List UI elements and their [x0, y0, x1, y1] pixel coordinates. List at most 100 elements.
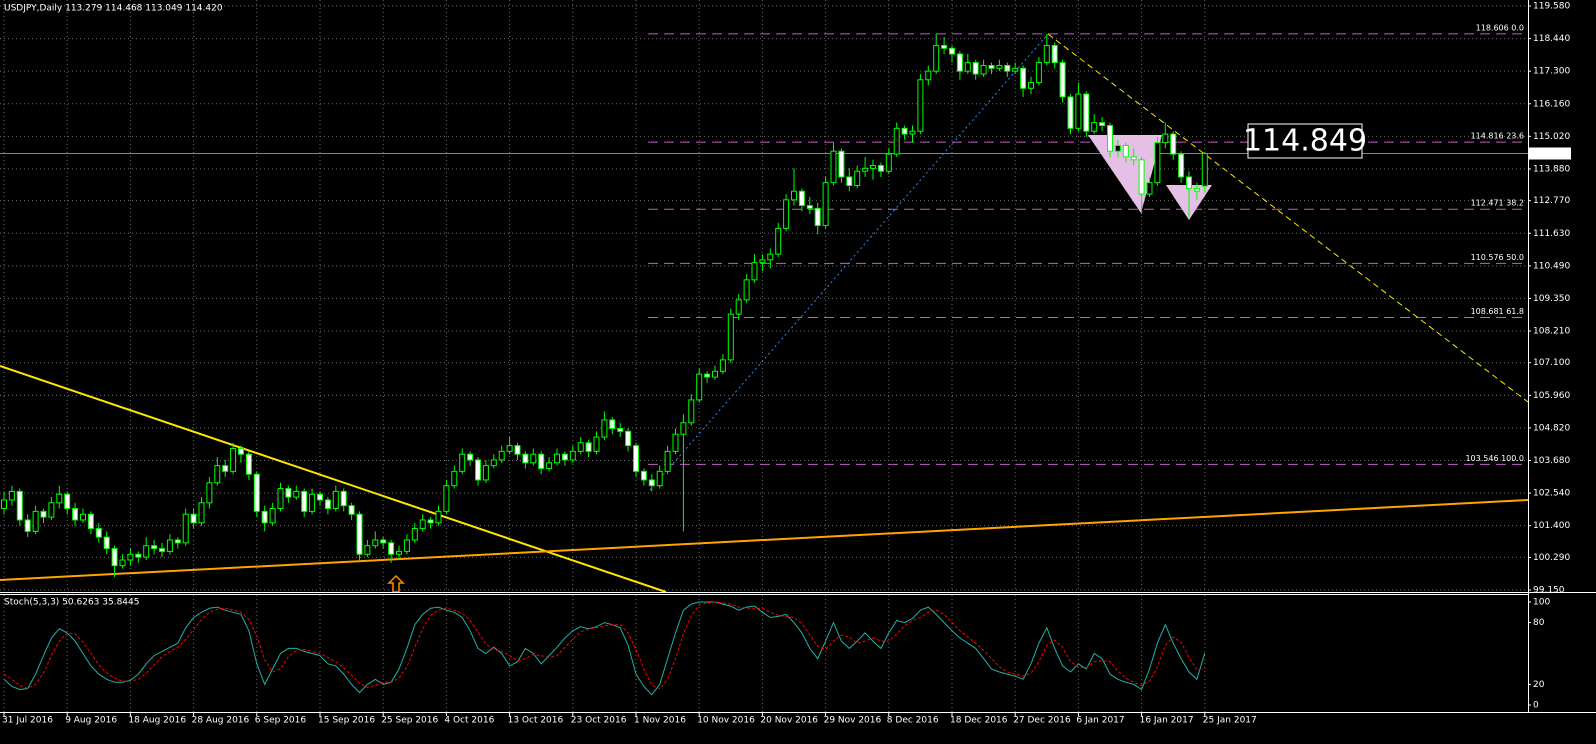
candle-body: [814, 207, 821, 227]
candle-body: [1114, 144, 1121, 152]
x-tick-label: 23 Oct 2016: [571, 716, 627, 726]
candle-body: [24, 519, 31, 532]
x-tick-label: 6 Sep 2016: [255, 716, 307, 726]
candle-body: [949, 47, 955, 55]
candle-body: [1043, 44, 1050, 64]
candle-body: [127, 553, 134, 561]
indicator-line: [3, 601, 1206, 696]
candle-body: [1162, 133, 1169, 144]
y-tick-label: 105.960: [1533, 391, 1570, 401]
candle-body: [577, 442, 584, 452]
candle-body: [569, 450, 576, 461]
candle-body: [506, 445, 513, 452]
candle-body: [348, 505, 355, 515]
y-tick-label: 103.680: [1533, 456, 1570, 466]
candle-body: [838, 150, 845, 178]
candle-body: [356, 513, 363, 555]
candle-body: [870, 165, 876, 169]
candle-body: [467, 453, 474, 461]
candle-body: [1130, 156, 1137, 161]
candle-body: [672, 433, 679, 452]
candle-body: [119, 559, 126, 567]
candle-body: [704, 373, 711, 378]
candle-body: [751, 262, 758, 281]
candle-body: [261, 510, 268, 524]
trend-line: [0, 499, 1529, 581]
y-tick-label: 113.880: [1533, 164, 1570, 174]
candle-body: [854, 170, 861, 187]
x-tick-label: 15 Sep 2016: [318, 716, 375, 726]
candle-body: [1193, 187, 1200, 192]
x-tick-label: 25 Sep 2016: [381, 716, 438, 726]
x-tick-label: 31 Jul 2016: [2, 716, 53, 726]
candle-body: [16, 490, 23, 521]
candle-body: [380, 539, 387, 544]
candle-body: [688, 399, 695, 424]
candle-body: [143, 545, 150, 558]
candle-body: [712, 370, 718, 378]
candle-body: [451, 470, 458, 487]
x-tick-label: 6 Jan 2017: [1076, 716, 1124, 726]
trend-line: [1047, 33, 1529, 403]
candle-body: [285, 488, 292, 498]
candle-body: [893, 127, 900, 155]
candle-body: [317, 493, 323, 501]
candle-body: [1020, 67, 1027, 89]
candle-body: [1099, 122, 1106, 126]
y-tick-label: 111.630: [1533, 229, 1570, 239]
candle-body: [324, 499, 331, 510]
candle-body: [411, 528, 418, 541]
y-tick-label: 102.540: [1533, 489, 1570, 499]
fibo-label: 114.816 23.6: [1471, 132, 1524, 141]
candle-body: [727, 313, 734, 361]
fibo-label: 108.681 61.8: [1471, 307, 1524, 316]
price-label: 114.849: [1243, 124, 1367, 159]
candle-body: [111, 548, 118, 567]
candle-body: [419, 519, 426, 530]
candle-body: [1059, 62, 1066, 98]
candle-body: [617, 427, 624, 432]
candle-body: [522, 453, 529, 464]
candle-body: [830, 150, 837, 184]
x-tick-label: 4 Oct 2016: [444, 716, 494, 726]
candle-body: [372, 539, 379, 547]
candle-body: [530, 453, 537, 464]
candle-body: [40, 510, 47, 518]
price-label-box: [1247, 123, 1363, 159]
candle-body: [151, 545, 158, 550]
y-tick-label: 115.020: [1533, 132, 1570, 142]
candle-body: [680, 422, 687, 435]
candle-body: [925, 70, 932, 81]
candle-body: [159, 548, 165, 552]
x-tick-label: 18 Dec 2016: [950, 716, 1008, 726]
candle-body: [791, 190, 797, 201]
candle-body: [546, 462, 553, 470]
candle-body: [435, 510, 442, 524]
candle-body: [633, 445, 639, 472]
candle-body: [554, 453, 560, 464]
candle-body: [1091, 122, 1098, 132]
candle-body: [585, 442, 592, 452]
candle-body: [443, 485, 450, 512]
x-tick-label: 16 Jan 2017: [1140, 716, 1194, 726]
candle-body: [253, 473, 260, 512]
candle-body: [609, 419, 616, 429]
x-tick-label: 28 Aug 2016: [192, 716, 250, 726]
candle-body: [103, 536, 110, 550]
candle-body: [48, 502, 55, 518]
fibo-base-line: [649, 33, 1049, 491]
candle-body: [301, 490, 308, 512]
candle-body: [427, 519, 434, 524]
candle-body: [1012, 67, 1019, 72]
candle-body: [1178, 153, 1185, 178]
candle-body: [230, 448, 237, 472]
candle-body: [956, 53, 963, 72]
candle-body: [656, 470, 663, 487]
candle-body: [1, 499, 7, 510]
fibo-label: 103.546 100.0: [1465, 454, 1524, 463]
candle-body: [1083, 93, 1090, 132]
y-tick-label: 107.100: [1533, 358, 1570, 368]
chart-header: USDJPY,Daily 113.279 114.468 113.049 114…: [4, 4, 223, 14]
